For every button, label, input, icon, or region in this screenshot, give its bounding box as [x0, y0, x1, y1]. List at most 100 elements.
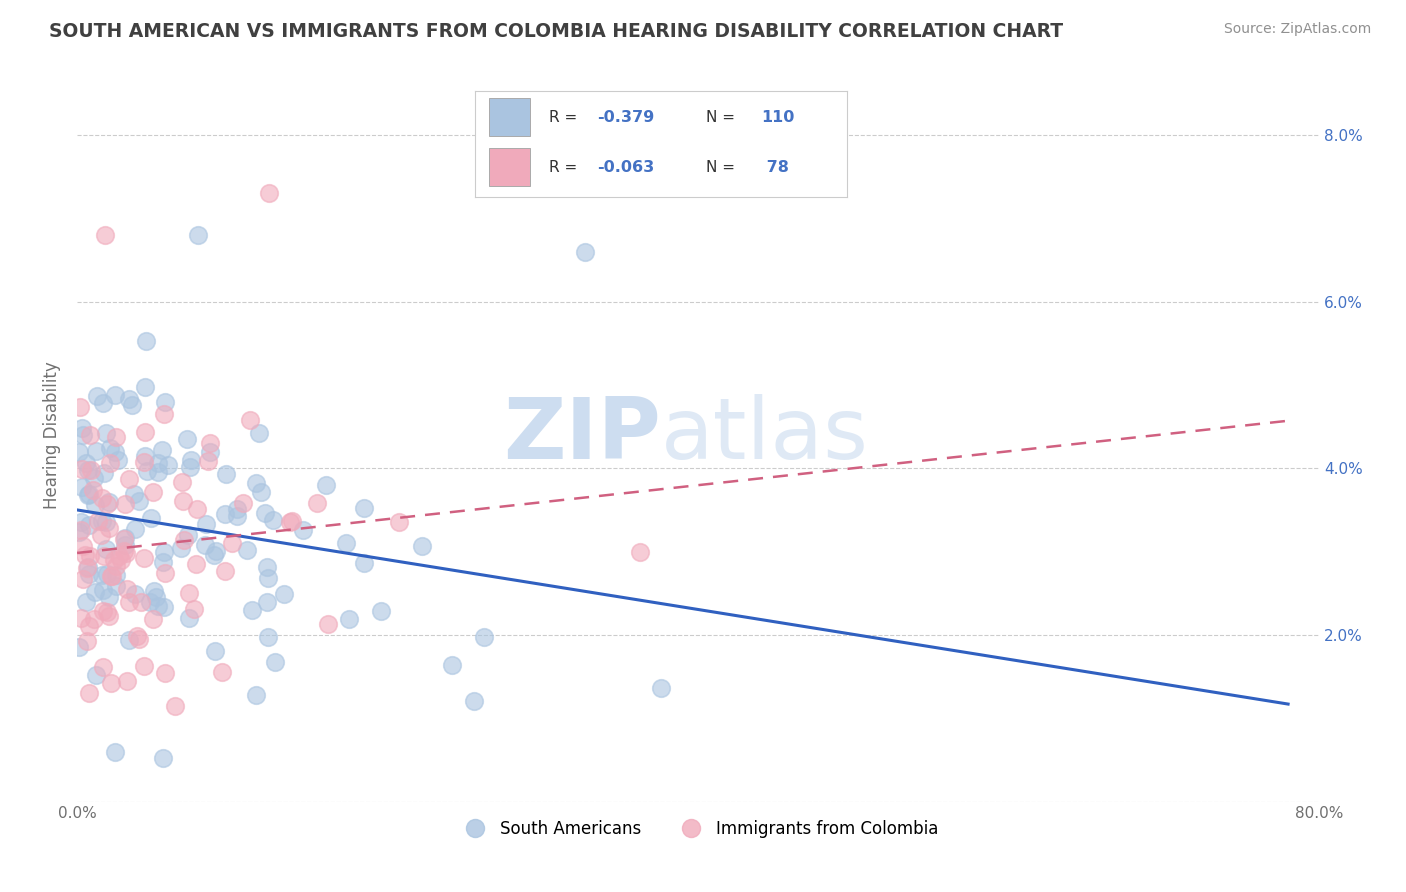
Point	[148, 599, 170, 613]
Point	[628, 545, 651, 559]
Point	[146, 465, 169, 479]
Point	[204, 543, 226, 558]
Point	[132, 455, 155, 469]
Point	[114, 545, 136, 559]
Point	[388, 515, 411, 529]
Text: Source: ZipAtlas.com: Source: ZipAtlas.com	[1223, 22, 1371, 37]
Point	[114, 539, 136, 553]
Point	[225, 509, 247, 524]
Point	[245, 475, 267, 490]
Point	[84, 443, 107, 458]
Point	[90, 568, 112, 582]
Point	[93, 466, 115, 480]
Point	[70, 461, 93, 475]
Point	[262, 513, 284, 527]
Point	[155, 665, 177, 680]
Point	[98, 456, 121, 470]
Y-axis label: Hearing Disability: Hearing Disability	[44, 361, 60, 509]
Point	[257, 631, 280, 645]
Point	[183, 601, 205, 615]
Point	[187, 228, 209, 243]
Point	[281, 515, 304, 529]
Point	[97, 608, 120, 623]
Point	[110, 553, 132, 567]
Point	[70, 523, 93, 537]
Point	[153, 566, 176, 580]
Point	[134, 450, 156, 464]
Point	[225, 501, 247, 516]
Point	[194, 538, 217, 552]
Point	[165, 699, 187, 714]
Point	[318, 616, 340, 631]
Point	[70, 421, 93, 435]
Point	[94, 542, 117, 557]
Point	[67, 640, 90, 654]
Point	[134, 380, 156, 394]
Text: ZIP: ZIP	[503, 393, 661, 476]
Point	[221, 536, 243, 550]
Point	[104, 388, 127, 402]
Point	[117, 632, 139, 647]
Point	[184, 557, 207, 571]
Point	[250, 484, 273, 499]
Point	[150, 443, 173, 458]
Point	[142, 612, 165, 626]
Point	[202, 548, 225, 562]
Point	[84, 498, 107, 512]
Point	[214, 565, 236, 579]
Point	[83, 471, 105, 485]
Point	[87, 514, 110, 528]
Point	[79, 619, 101, 633]
Point	[370, 604, 392, 618]
Point	[98, 521, 121, 535]
Point	[263, 655, 285, 669]
Point	[76, 561, 98, 575]
Point	[100, 442, 122, 456]
Point	[96, 605, 118, 619]
Point	[76, 560, 98, 574]
Point	[139, 594, 162, 608]
Point	[100, 568, 122, 582]
Point	[72, 539, 94, 553]
Point	[77, 487, 100, 501]
Point	[77, 487, 100, 501]
Point	[474, 630, 496, 644]
Point	[128, 493, 150, 508]
Point	[173, 533, 195, 547]
Point	[117, 595, 139, 609]
Point	[118, 472, 141, 486]
Point	[91, 583, 114, 598]
Point	[239, 413, 262, 427]
Point	[67, 445, 90, 459]
Point	[79, 566, 101, 581]
Point	[136, 464, 159, 478]
Point	[83, 612, 105, 626]
Point	[67, 524, 90, 539]
Point	[232, 496, 254, 510]
Point	[104, 567, 127, 582]
Point	[177, 585, 200, 599]
Point	[156, 458, 179, 472]
Point	[179, 459, 201, 474]
Point	[117, 674, 139, 689]
Point	[337, 612, 360, 626]
Point	[77, 517, 100, 532]
Point	[153, 599, 176, 614]
Point	[256, 560, 278, 574]
Point	[128, 632, 150, 647]
Point	[121, 398, 143, 412]
Point	[574, 244, 596, 259]
Point	[169, 541, 191, 555]
Point	[153, 395, 176, 409]
Point	[69, 515, 91, 529]
Point	[176, 432, 198, 446]
Point	[112, 544, 135, 558]
Point	[335, 536, 357, 550]
Point	[96, 497, 118, 511]
Point	[79, 549, 101, 564]
Point	[69, 400, 91, 414]
Point	[186, 502, 208, 516]
Point	[441, 657, 464, 672]
Point	[198, 445, 221, 459]
Point	[278, 515, 301, 529]
